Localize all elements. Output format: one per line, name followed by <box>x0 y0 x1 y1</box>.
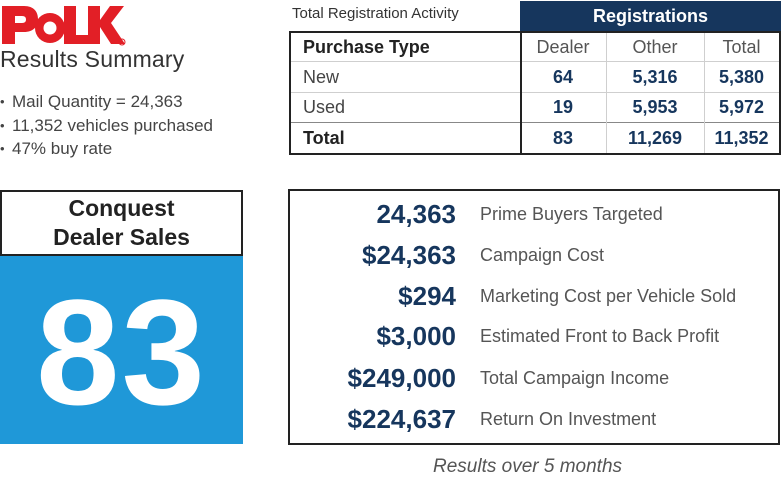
metric-row: $24,363 Campaign Cost <box>290 238 778 272</box>
bullet-item: • 11,352 vehicles purchased <box>0 114 213 138</box>
polk-logo <box>0 2 130 48</box>
metric-value: $24,363 <box>362 239 456 270</box>
table-total-row: Total 83 11,269 11,352 <box>291 124 779 153</box>
column-divider <box>520 33 522 153</box>
bullet-item: • 47% buy rate <box>0 137 213 161</box>
row-other: 5,316 <box>632 67 678 87</box>
table-header-row: Purchase Type Dealer Other Total <box>291 33 779 62</box>
table-row: New 64 5,316 5,380 <box>291 63 779 93</box>
row-type: Total <box>303 128 345 148</box>
bullet-text: 47% buy rate <box>12 139 113 158</box>
bullet-item: • Mail Quantity = 24,363 <box>0 90 213 114</box>
row-total: 5,380 <box>718 67 765 87</box>
row-type: New <box>303 67 340 87</box>
table-row: Used 19 5,953 5,972 <box>291 93 779 123</box>
footnote: Results over 5 months <box>433 456 623 477</box>
metric-label: Estimated Front to Back Profit <box>480 325 720 346</box>
metrics-panel: 24,363 Prime Buyers Targeted $24,363 Cam… <box>288 189 780 445</box>
metric-row: $224,637 Return On Investment <box>290 402 778 436</box>
row-other: 11,269 <box>627 128 683 148</box>
metric-value: $224,637 <box>347 403 456 434</box>
metric-label: Campaign Cost <box>480 244 605 265</box>
col-header-other: Other <box>632 36 678 57</box>
bullet-dot: • <box>0 117 5 133</box>
table-caption: Total Registration Activity <box>292 5 459 22</box>
bullet-dot: • <box>0 141 5 156</box>
metric-label: Prime Buyers Targeted <box>480 203 663 224</box>
metric-row: 24,363 Prime Buyers Targeted <box>290 197 778 231</box>
metric-row: $294 Marketing Cost per Vehicle Sold <box>290 279 778 313</box>
polk-logo-mark <box>2 6 126 46</box>
row-total: 5,972 <box>718 97 765 117</box>
row-type: Used <box>303 97 346 117</box>
bullet-dot: • <box>0 94 5 109</box>
bullet-text: Mail Quantity = 24,363 <box>12 92 183 111</box>
metric-value: 24,363 <box>376 198 456 229</box>
registrations-header: Registrations <box>520 1 781 31</box>
row-total: 11,352 <box>714 128 769 148</box>
metric-value: $249,000 <box>347 362 456 393</box>
metric-label: Marketing Cost per Vehicle Sold <box>480 285 737 306</box>
bullet-text: 11,352 vehicles purchased <box>12 115 213 135</box>
column-divider <box>704 33 705 153</box>
results-summary-title: Results Summary <box>0 46 185 72</box>
conquest-line-1: Conquest <box>68 195 175 221</box>
col-header-purchase-type: Purchase Type <box>303 36 430 57</box>
row-dealer: 19 <box>552 97 574 117</box>
conquest-heading-box: Conquest Dealer Sales <box>0 190 243 256</box>
column-divider <box>606 33 607 153</box>
metric-row: $249,000 Total Campaign Income <box>290 361 778 395</box>
metric-label: Total Campaign Income <box>480 367 670 388</box>
row-dealer: 83 <box>552 128 574 148</box>
col-header-dealer: Dealer <box>536 36 590 57</box>
row-other: 5,953 <box>632 97 678 117</box>
conquest-value-box: 83 <box>0 256 243 444</box>
conquest-line-2: Dealer Sales <box>53 224 190 250</box>
metric-value: $294 <box>398 280 456 311</box>
metric-row: $3,000 Estimated Front to Back Profit <box>290 319 778 353</box>
conquest-value: 83 <box>36 268 207 436</box>
row-dealer: 64 <box>552 67 574 87</box>
registration-table: Purchase Type Dealer Other Total New 64 … <box>289 31 781 155</box>
col-header-total: Total <box>722 36 761 57</box>
metric-value: $3,000 <box>376 320 456 351</box>
metric-label: Return On Investment <box>480 408 657 429</box>
summary-bullets: • Mail Quantity = 24,363 • 11,352 vehicles… <box>0 90 213 161</box>
